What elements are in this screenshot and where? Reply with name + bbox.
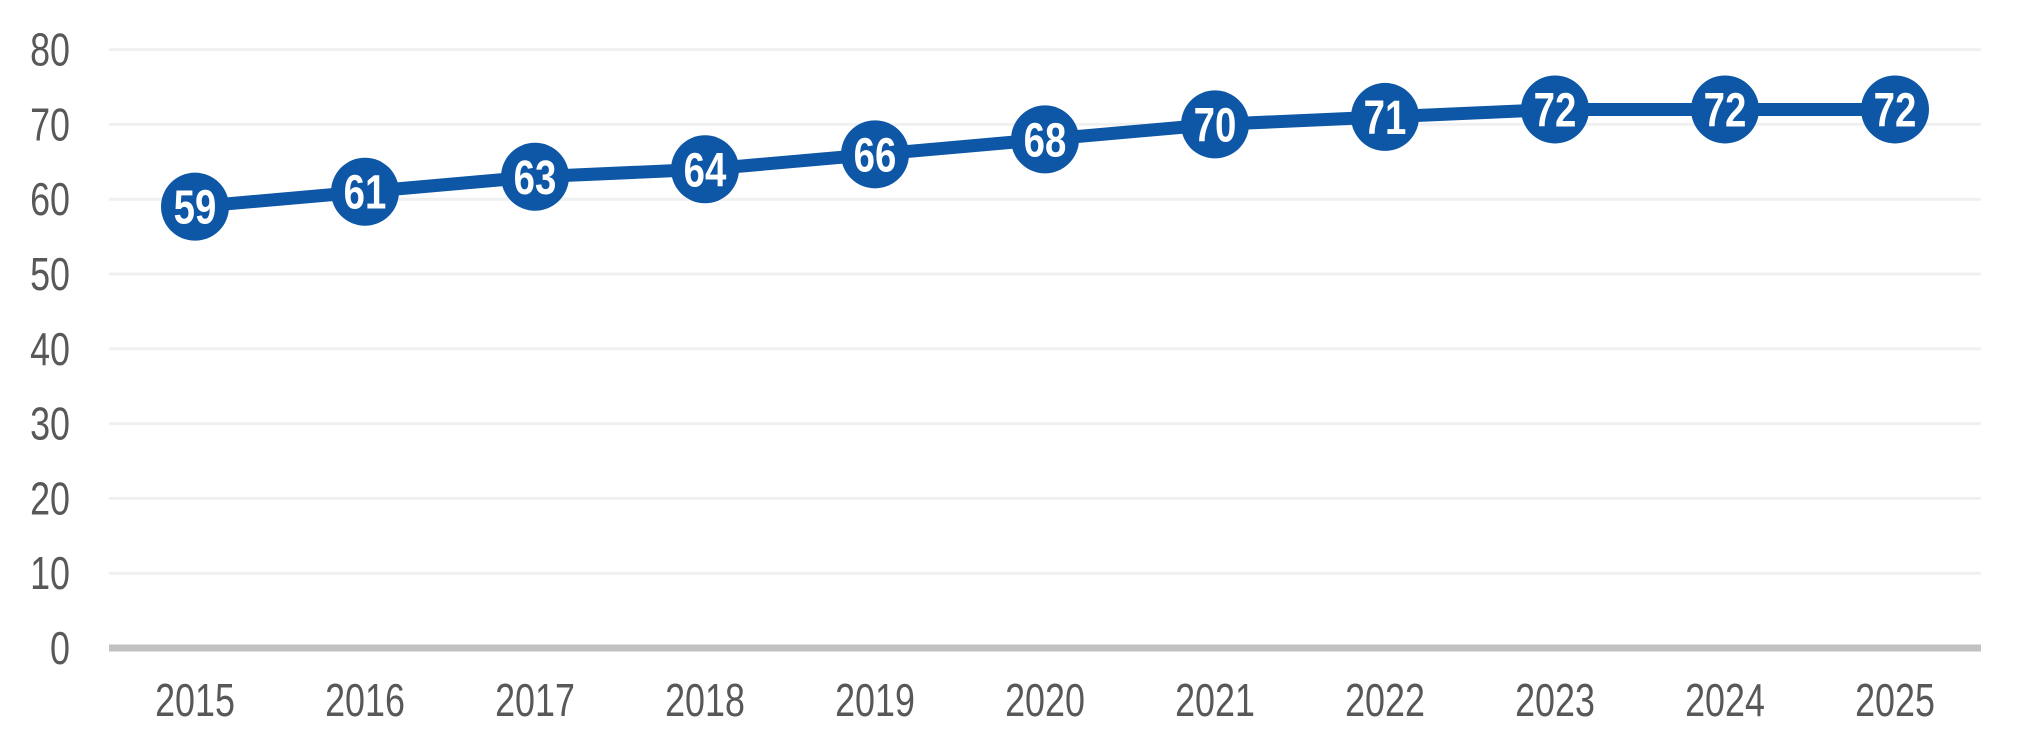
data-point-value-label: 72 bbox=[1534, 84, 1577, 137]
x-axis-tick-label: 2024 bbox=[1685, 675, 1765, 726]
data-point-value-label: 71 bbox=[1364, 92, 1407, 145]
data-point-marker bbox=[501, 142, 569, 211]
y-axis-tick-label: 70 bbox=[30, 99, 70, 150]
data-point-marker bbox=[161, 172, 229, 241]
x-axis-tick-label: 2022 bbox=[1345, 675, 1425, 726]
data-point-marker bbox=[671, 135, 739, 204]
data-point-marker bbox=[1011, 105, 1079, 174]
x-axis-tick-label: 2020 bbox=[1005, 675, 1085, 726]
data-point-marker bbox=[841, 120, 909, 189]
y-axis-tick-label: 0 bbox=[50, 623, 70, 674]
y-axis-tick-label: 60 bbox=[30, 174, 70, 225]
y-axis-tick-label: 80 bbox=[30, 24, 70, 75]
x-axis-tick-label: 2019 bbox=[835, 675, 915, 726]
x-axis-tick-label: 2016 bbox=[325, 675, 405, 726]
data-point-marker bbox=[1351, 82, 1419, 151]
data-point-marker bbox=[1691, 75, 1759, 144]
data-point-marker bbox=[331, 157, 399, 226]
data-point-marker bbox=[1521, 75, 1589, 144]
data-point-value-label: 63 bbox=[514, 152, 557, 205]
x-axis-tick-label: 2017 bbox=[495, 675, 575, 726]
y-axis-tick-label: 20 bbox=[30, 473, 70, 524]
data-point-value-label: 72 bbox=[1874, 84, 1917, 137]
data-point-value-label: 66 bbox=[854, 129, 897, 182]
data-point-marker bbox=[1861, 75, 1929, 144]
x-axis-tick-label: 2023 bbox=[1515, 675, 1595, 726]
data-point-value-label: 59 bbox=[174, 182, 217, 235]
data-point-value-label: 61 bbox=[344, 167, 387, 220]
y-axis-tick-label: 40 bbox=[30, 324, 70, 375]
x-axis-tick-label: 2021 bbox=[1175, 675, 1255, 726]
data-point-value-label: 64 bbox=[684, 144, 727, 197]
x-axis-tick-label: 2018 bbox=[665, 675, 745, 726]
y-axis-tick-label: 10 bbox=[30, 548, 70, 599]
y-axis-tick-label: 30 bbox=[30, 398, 70, 449]
x-axis-tick-label: 2015 bbox=[155, 675, 235, 726]
y-axis-tick-label: 50 bbox=[30, 249, 70, 300]
data-point-marker bbox=[1181, 90, 1249, 159]
data-point-value-label: 72 bbox=[1704, 84, 1747, 137]
x-axis-tick-label: 2025 bbox=[1855, 675, 1935, 726]
data-point-value-label: 70 bbox=[1194, 99, 1237, 152]
data-point-value-label: 68 bbox=[1024, 114, 1067, 167]
